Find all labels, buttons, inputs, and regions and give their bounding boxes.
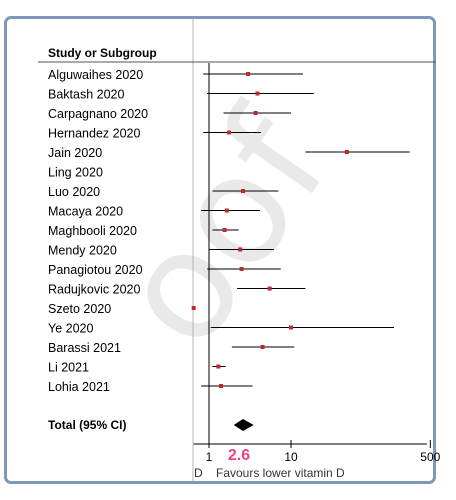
point-estimate <box>191 306 196 310</box>
total-label: Total (95% CI) <box>48 418 126 432</box>
point-estimate <box>289 325 293 330</box>
point-estimate <box>246 72 251 76</box>
point-estimate <box>226 130 231 135</box>
point-estimate <box>267 286 272 291</box>
point-estimate <box>222 228 227 232</box>
study-label: Mendy 2020 <box>48 244 117 258</box>
point-estimate <box>253 111 258 115</box>
point-estimate <box>216 364 221 369</box>
study-label: Baktash 2020 <box>48 88 124 102</box>
study-label: Szeto 2020 <box>48 302 111 316</box>
point-estimate <box>218 384 223 388</box>
study-label: Alguwaihes 2020 <box>48 68 143 82</box>
study-label: Carpagnano 2020 <box>48 107 148 121</box>
x-tick-label: 500 <box>420 450 440 464</box>
point-estimate <box>241 189 246 193</box>
study-label: Lohia 2021 <box>48 380 110 394</box>
study-label: Jain 2020 <box>48 146 102 160</box>
study-label: Hernandez 2020 <box>48 127 140 141</box>
point-estimate <box>344 150 349 154</box>
point-estimate <box>255 91 260 96</box>
study-label: Ye 2020 <box>48 322 93 336</box>
point-estimate <box>224 208 229 213</box>
study-label: Maghbooli 2020 <box>48 224 137 238</box>
total-diamond <box>233 419 254 431</box>
favours-right-label: Favours lower vitamin D <box>216 466 345 480</box>
point-estimate <box>238 247 243 252</box>
study-label: Li 2021 <box>48 361 89 375</box>
favours-left-fragment: D <box>194 466 203 480</box>
study-label: Panagiotou 2020 <box>48 263 143 277</box>
point-estimate <box>239 267 244 271</box>
study-label: Macaya 2020 <box>48 205 123 219</box>
study-label: Barassi 2021 <box>48 341 121 355</box>
x-tick-label: 10 <box>284 450 298 464</box>
study-label: Ling 2020 <box>48 166 103 180</box>
study-label: Radujkovic 2020 <box>48 283 140 297</box>
study-label: Luo 2020 <box>48 185 100 199</box>
point-estimate <box>260 345 265 349</box>
x-tick-label: 1 <box>206 450 213 464</box>
column-header: Study or Subgroup <box>48 46 157 60</box>
estimate-annotation: 2.6 <box>228 447 250 464</box>
